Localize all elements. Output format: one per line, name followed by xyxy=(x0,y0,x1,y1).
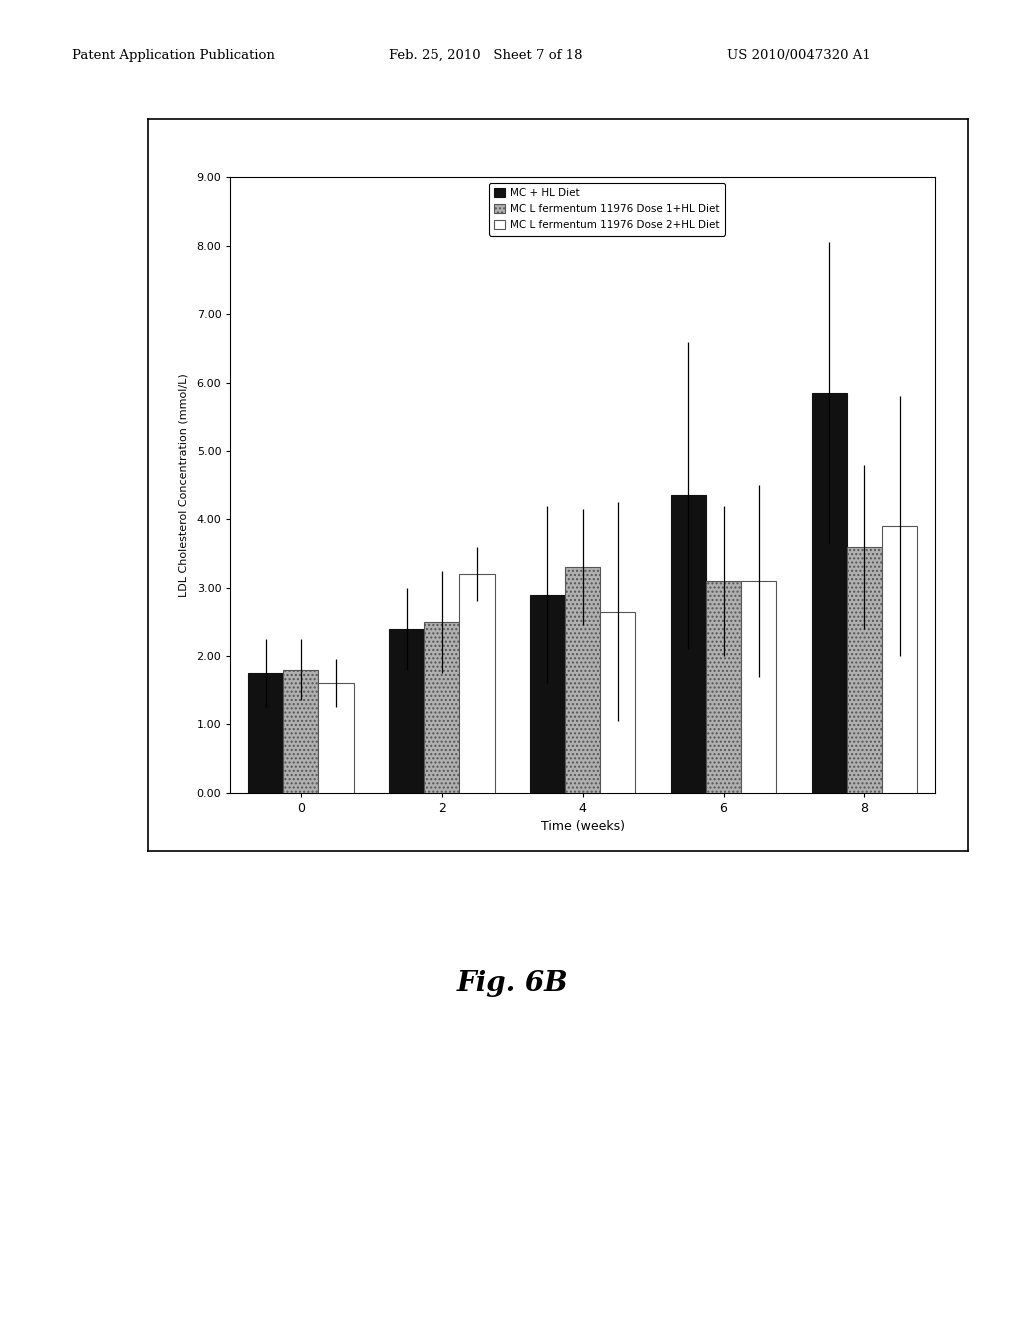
Bar xyxy=(882,527,918,793)
Bar xyxy=(706,581,741,793)
Text: US 2010/0047320 A1: US 2010/0047320 A1 xyxy=(727,49,870,62)
Bar xyxy=(812,393,847,793)
Legend: MC + HL Diet, MC L fermentum 11976 Dose 1+HL Diet, MC L fermentum 11976 Dose 2+H: MC + HL Diet, MC L fermentum 11976 Dose … xyxy=(489,182,725,235)
Bar xyxy=(847,546,882,793)
Text: Feb. 25, 2010   Sheet 7 of 18: Feb. 25, 2010 Sheet 7 of 18 xyxy=(389,49,583,62)
Bar xyxy=(389,628,424,793)
X-axis label: Time (weeks): Time (weeks) xyxy=(541,820,625,833)
Bar xyxy=(741,581,776,793)
Bar xyxy=(529,594,565,793)
Text: Fig. 6B: Fig. 6B xyxy=(456,970,568,997)
Bar xyxy=(318,684,353,793)
Bar xyxy=(248,673,284,793)
Text: Patent Application Publication: Patent Application Publication xyxy=(72,49,274,62)
Bar xyxy=(284,669,318,793)
Bar xyxy=(600,611,636,793)
Bar xyxy=(671,495,706,793)
Y-axis label: LDL Cholesterol Concentration (mmol/L): LDL Cholesterol Concentration (mmol/L) xyxy=(178,374,188,597)
Bar xyxy=(424,622,460,793)
Bar xyxy=(460,574,495,793)
Bar xyxy=(565,568,600,793)
